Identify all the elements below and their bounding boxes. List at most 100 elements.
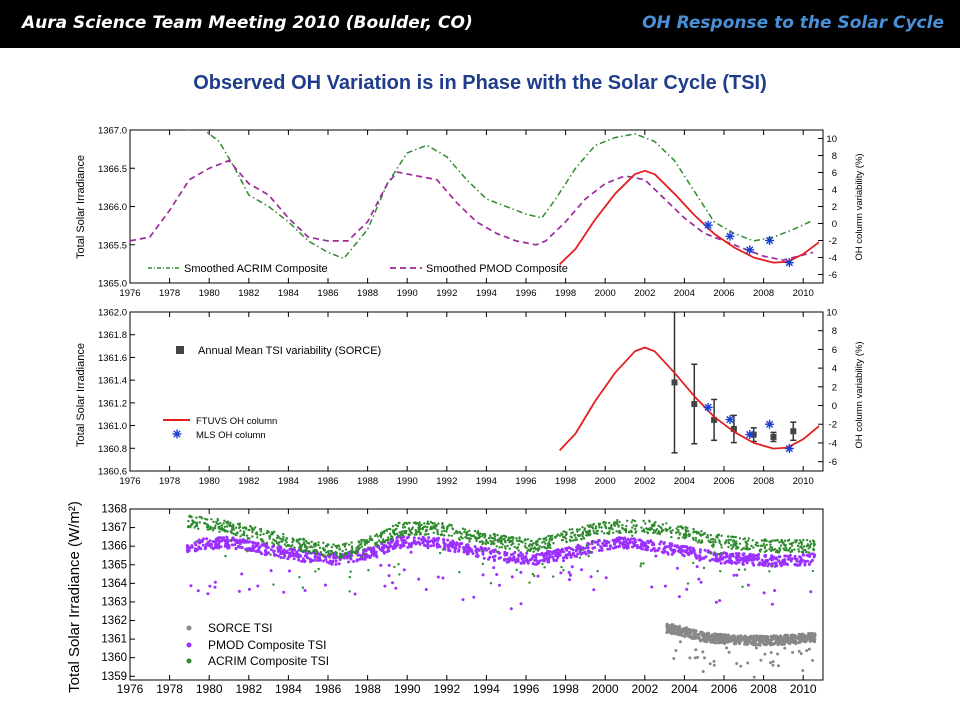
data-point [717,552,720,556]
data-point [441,576,445,580]
data-point [398,521,401,525]
data-point [677,528,680,532]
data-point [613,542,616,546]
data-point [206,518,209,521]
data-point [193,521,197,524]
data-point [467,533,470,536]
data-point [763,652,767,656]
data-point [631,526,634,529]
data-point [528,545,531,548]
data-point [763,546,767,550]
data-point [232,523,235,526]
y2-tick-label: -4 [829,253,837,264]
data-point [288,547,292,551]
data-point [525,547,528,550]
data-point [675,544,679,548]
data-point [648,520,651,523]
data-point [782,558,786,562]
data-point [606,547,610,551]
data-point [270,531,274,534]
data-point [218,530,221,533]
data-point [376,544,379,547]
data-point [509,539,512,543]
data-point [415,533,418,536]
data-point [496,538,499,542]
data-point [562,569,565,572]
data-point [526,538,530,541]
data-point [251,530,254,534]
data-point [618,520,621,524]
data-point [393,565,396,569]
data-point [598,522,602,526]
data-point [697,636,701,640]
data-point [435,542,439,545]
data-point [217,545,221,549]
data-point [598,526,601,529]
data-point [360,538,363,542]
data-point [344,548,348,551]
data-point [204,517,207,521]
data-point [299,549,303,553]
data-point [265,541,269,544]
data-point [645,548,649,552]
data-point [569,555,573,559]
data-point [617,525,620,528]
y2-axis-label: OH column variability (%) [854,153,865,260]
data-point [498,583,501,587]
data-point [699,541,702,544]
data-point [732,535,735,539]
data-point [467,546,471,549]
data-point [698,550,702,554]
data-point [752,643,756,647]
data-point [706,550,710,554]
series-line [187,130,814,260]
data-point [382,538,385,541]
data-point [282,590,286,594]
data-point [441,548,445,551]
data-point [765,635,769,639]
data-point [337,544,340,547]
data-point [613,524,617,527]
data-point [313,558,317,562]
x-tick-label: 1978 [156,682,183,696]
data-point [533,574,536,578]
data-point [662,542,666,546]
data-point [301,586,305,589]
data-point [409,529,412,533]
data-point [702,532,706,535]
x-tick-label: 1988 [354,682,381,696]
data-point [409,545,413,549]
data-point [592,522,595,526]
x-tick-label: 1982 [238,476,259,487]
data-point [684,526,687,529]
data-point [503,550,507,554]
data-point [713,558,717,562]
data-point [223,519,226,522]
data-point [343,545,347,548]
data-point [203,522,207,525]
data-point [351,549,354,552]
data-point [549,536,552,540]
data-point [737,560,741,564]
data-point [538,559,542,563]
data-point [466,548,470,552]
data-point [473,529,477,533]
data-point [743,568,747,571]
x-tick-label: 1978 [159,476,180,487]
data-point [683,549,687,553]
data-point [769,543,772,546]
data-point [800,542,803,546]
data-point [251,527,255,530]
data-point [537,549,540,552]
data-point [693,636,697,640]
data-point [809,560,813,564]
x-tick-label: 1982 [235,682,262,696]
data-point [588,534,591,537]
data-point [278,537,282,540]
data-point [712,545,715,548]
data-point [406,545,410,549]
plot-area [185,514,817,679]
legend-marker [186,658,192,664]
data-point [318,546,322,549]
